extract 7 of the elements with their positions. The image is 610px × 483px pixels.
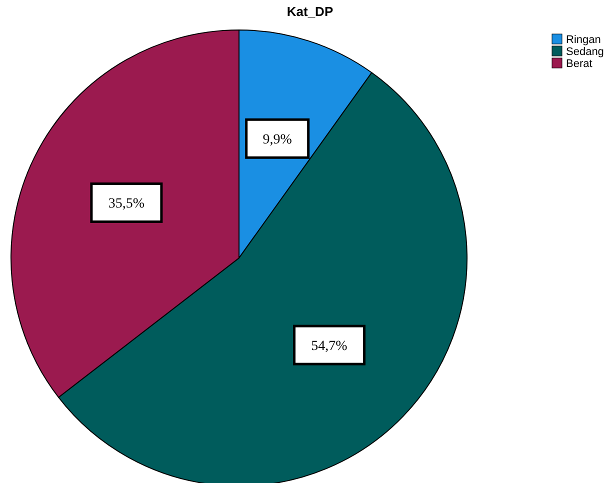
data-label: 9,9%	[262, 132, 292, 148]
legend-label: Sedang	[566, 46, 604, 58]
data-label: 35,5%	[108, 196, 145, 212]
chart-title: Kat_DP	[286, 4, 334, 19]
data-label: 54,7%	[311, 339, 348, 354]
legend-label: Ringan	[566, 34, 601, 46]
legend-label: Berat	[566, 58, 592, 70]
